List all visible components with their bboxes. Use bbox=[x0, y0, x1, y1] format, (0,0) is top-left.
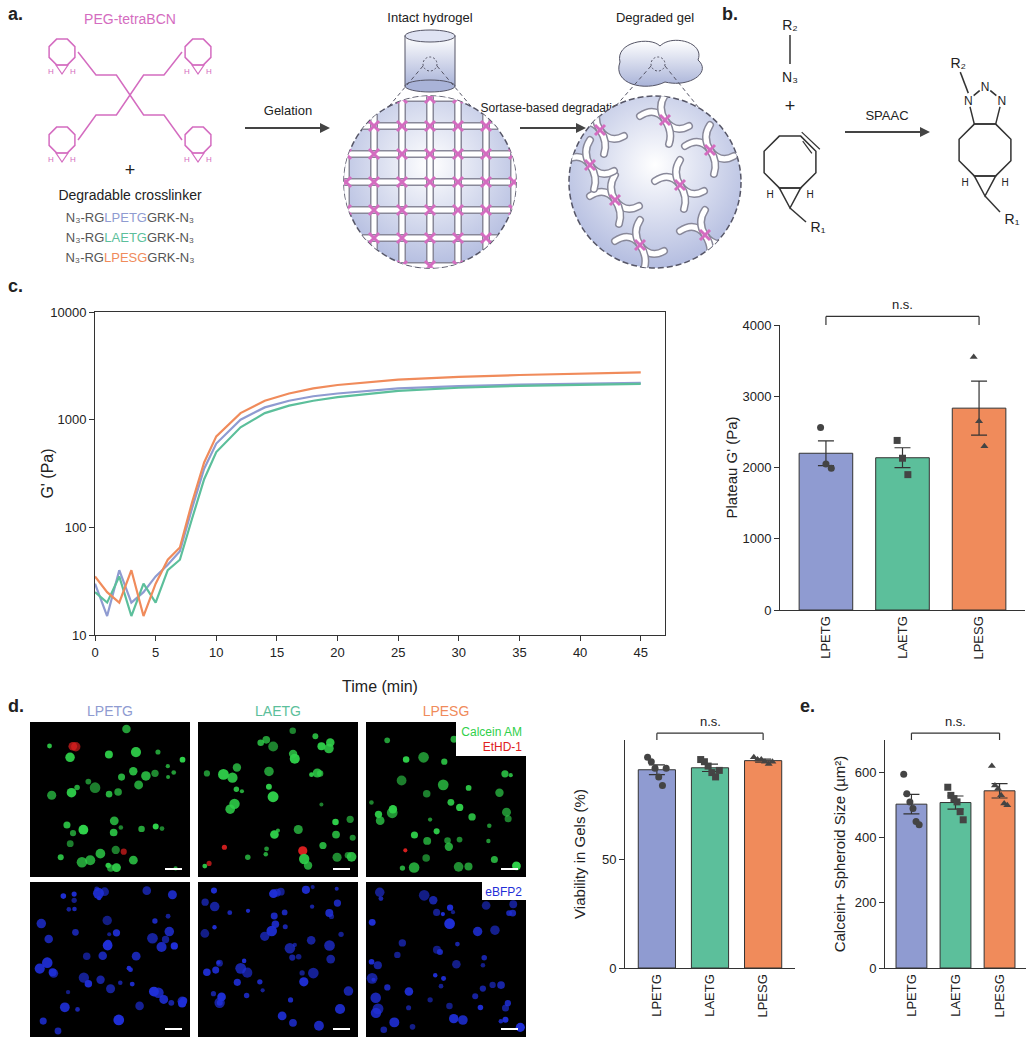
svg-text:N₃-RGLPETGGRK-N₃: N₃-RGLPETGGRK-N₃ bbox=[66, 210, 194, 225]
svg-text:35: 35 bbox=[512, 645, 526, 660]
svg-text:4000: 4000 bbox=[742, 318, 771, 333]
svg-text:Degraded gel: Degraded gel bbox=[616, 10, 694, 25]
svg-text:LAETG: LAETG bbox=[255, 703, 301, 719]
svg-text:R₁: R₁ bbox=[811, 219, 826, 235]
svg-text:H: H bbox=[48, 67, 54, 76]
svg-text:H: H bbox=[806, 189, 813, 200]
svg-text:1000: 1000 bbox=[57, 412, 86, 427]
svg-text:LPESG: LPESG bbox=[971, 616, 986, 659]
svg-text:PEG-tetraBCN: PEG-tetraBCN bbox=[84, 11, 176, 27]
svg-text:LPESG: LPESG bbox=[992, 974, 1007, 1017]
svg-text:20: 20 bbox=[330, 645, 344, 660]
svg-text:H: H bbox=[206, 155, 212, 164]
svg-text:0: 0 bbox=[764, 603, 771, 618]
svg-text:10: 10 bbox=[72, 628, 86, 643]
svg-text:n.s.: n.s. bbox=[700, 714, 721, 729]
svg-text:b.: b. bbox=[722, 4, 738, 24]
svg-text:G' (Pa): G' (Pa) bbox=[39, 448, 56, 498]
svg-text:Plateau G' (Pa): Plateau G' (Pa) bbox=[723, 416, 740, 518]
svg-text:SPAAC: SPAAC bbox=[865, 108, 908, 123]
svg-text:H: H bbox=[206, 67, 212, 76]
svg-text:45: 45 bbox=[634, 645, 648, 660]
svg-text:LPETG: LPETG bbox=[87, 703, 133, 719]
svg-text:N: N bbox=[964, 94, 973, 108]
svg-text:Degradable crosslinker: Degradable crosslinker bbox=[58, 187, 202, 203]
svg-text:c.: c. bbox=[8, 276, 23, 296]
svg-text:25: 25 bbox=[391, 645, 405, 660]
svg-text:0: 0 bbox=[609, 961, 616, 976]
svg-text:H: H bbox=[961, 177, 968, 188]
svg-text:LPETG: LPETG bbox=[649, 974, 664, 1017]
svg-text:LPESG: LPESG bbox=[755, 974, 770, 1017]
svg-text:R₁: R₁ bbox=[1005, 211, 1020, 227]
svg-text:3000: 3000 bbox=[742, 389, 771, 404]
svg-text:0: 0 bbox=[869, 961, 876, 976]
svg-text:N₃-RGLAETGGRK-N₃: N₃-RGLAETGGRK-N₃ bbox=[66, 230, 194, 245]
svg-text:Calcein AM: Calcein AM bbox=[461, 725, 522, 739]
svg-text:e.: e. bbox=[800, 696, 815, 716]
svg-text:10: 10 bbox=[209, 645, 223, 660]
svg-text:5: 5 bbox=[152, 645, 159, 660]
svg-text:+: + bbox=[125, 160, 136, 180]
svg-text:n.s.: n.s. bbox=[892, 297, 913, 312]
svg-text:LAETG: LAETG bbox=[702, 974, 717, 1017]
svg-text:100: 100 bbox=[65, 520, 87, 535]
svg-text:H: H bbox=[70, 155, 76, 164]
svg-text:30: 30 bbox=[452, 645, 466, 660]
svg-text:N: N bbox=[981, 80, 990, 94]
svg-text:H: H bbox=[184, 155, 190, 164]
svg-text:2000: 2000 bbox=[742, 460, 771, 475]
svg-text:40: 40 bbox=[573, 645, 587, 660]
svg-text:1000: 1000 bbox=[742, 531, 771, 546]
svg-text:Sortase-based degradation: Sortase-based degradation bbox=[481, 101, 626, 115]
svg-text:LAETG: LAETG bbox=[948, 974, 963, 1017]
svg-text:Viability in Gels (%): Viability in Gels (%) bbox=[571, 789, 588, 919]
svg-text:Gelation: Gelation bbox=[264, 103, 312, 118]
svg-text:LAETG: LAETG bbox=[895, 616, 910, 659]
svg-text:LPETG: LPETG bbox=[904, 974, 919, 1017]
svg-text:Intact hydrogel: Intact hydrogel bbox=[387, 10, 472, 25]
svg-text:200: 200 bbox=[855, 895, 877, 910]
svg-text:n.s.: n.s. bbox=[945, 714, 966, 729]
svg-text:+: + bbox=[785, 96, 796, 116]
svg-text:Calcein+ Spheroid Size (µm²): Calcein+ Spheroid Size (µm²) bbox=[831, 756, 848, 953]
svg-text:d.: d. bbox=[8, 696, 24, 716]
svg-text:N₃: N₃ bbox=[782, 69, 798, 85]
svg-text:H: H bbox=[184, 67, 190, 76]
svg-text:10000: 10000 bbox=[50, 305, 86, 320]
svg-text:400: 400 bbox=[855, 830, 877, 845]
svg-text:Time (min): Time (min) bbox=[342, 678, 418, 695]
svg-text:50: 50 bbox=[602, 852, 616, 867]
svg-text:R₂: R₂ bbox=[951, 55, 967, 71]
svg-text:LPETG: LPETG bbox=[818, 616, 833, 659]
svg-text:N: N bbox=[997, 94, 1006, 108]
svg-text:H: H bbox=[70, 67, 76, 76]
svg-text:H: H bbox=[48, 155, 54, 164]
svg-text:15: 15 bbox=[270, 645, 284, 660]
svg-text:eBFP2: eBFP2 bbox=[485, 885, 522, 899]
svg-text:H: H bbox=[766, 189, 773, 200]
svg-text:R₂: R₂ bbox=[782, 17, 798, 33]
svg-text:0: 0 bbox=[91, 645, 98, 660]
svg-text:a.: a. bbox=[8, 4, 23, 24]
svg-text:LPESG: LPESG bbox=[423, 703, 470, 719]
svg-text:EtHD-1: EtHD-1 bbox=[483, 740, 523, 754]
svg-text:N₃-RGLPESGGRK-N₃: N₃-RGLPESGGRK-N₃ bbox=[65, 250, 194, 265]
svg-text:H: H bbox=[1001, 177, 1008, 188]
svg-text:600: 600 bbox=[855, 765, 877, 780]
